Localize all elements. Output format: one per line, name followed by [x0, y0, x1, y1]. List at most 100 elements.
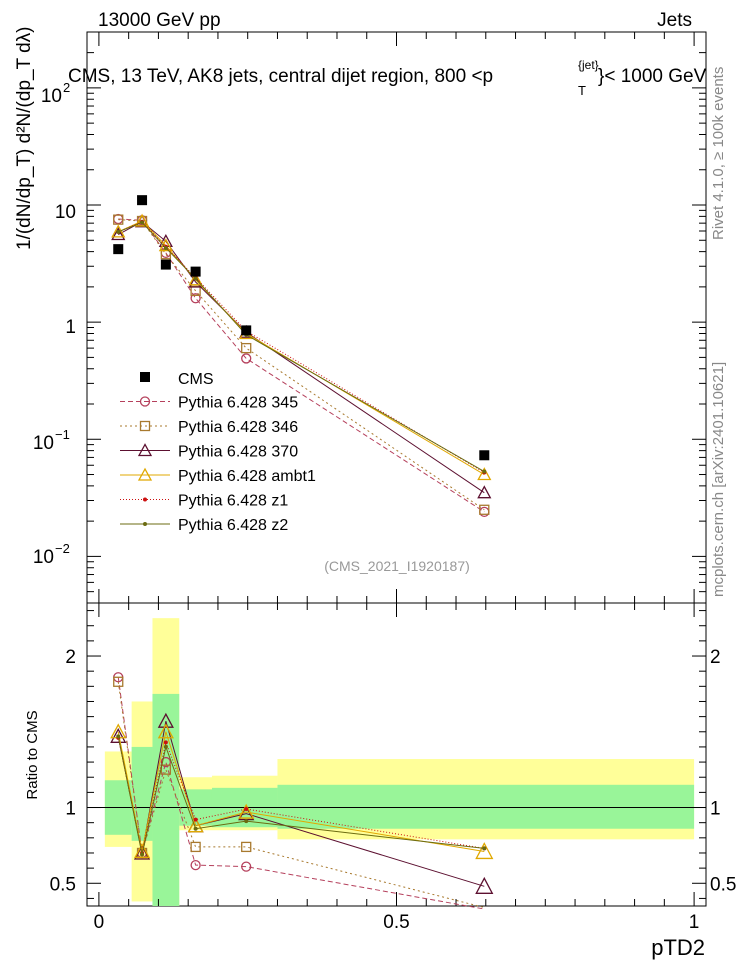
- y-tick-0p01-exp: −2: [55, 541, 70, 556]
- y-tick-100: 10: [41, 86, 62, 107]
- ratio-2-point: [157, 712, 174, 728]
- main-series-group: [111, 213, 492, 518]
- ratio-5-point: [193, 826, 198, 831]
- ratio-plot-frame: [86, 602, 707, 907]
- ratio-uncertainty-bands: [104, 618, 695, 906]
- ratio-y-axis-label: Ratio to CMS: [24, 710, 41, 799]
- ratio-5-point: [244, 819, 249, 824]
- analysis-watermark: (CMS_2021_I1920187): [324, 558, 470, 574]
- legend-cms-marker: [140, 372, 150, 382]
- series-line-2: [118, 221, 485, 494]
- series-0-point: [190, 293, 201, 304]
- cms-point-0: [113, 244, 124, 255]
- legend-marker-5: [143, 522, 147, 526]
- legend-label-0: Pythia 6.428 345: [178, 395, 298, 412]
- legend-marker-3: [137, 467, 153, 481]
- y-tick-100-exp: 2: [63, 80, 70, 95]
- series-5-point: [482, 469, 487, 474]
- plot-title: CMS, 13 TeV, AK8 jets, central dijet reg…: [68, 58, 707, 98]
- series-3-point: [477, 467, 492, 481]
- series-5-point: [140, 220, 145, 225]
- y-tick-0p1: 10: [33, 433, 54, 454]
- ratio-tick-label-right-1: 1: [710, 799, 721, 820]
- cms-point-3: [190, 266, 201, 277]
- series-5-point: [163, 245, 168, 250]
- y-tick-0p01: 10: [33, 547, 54, 568]
- ratio-2-point: [475, 876, 494, 894]
- ratio-tick-label-right-0: 0.5: [710, 874, 736, 895]
- series-3-point: [188, 272, 203, 286]
- legend-cms-label: CMS: [178, 371, 214, 388]
- ratio-0-point: [241, 861, 252, 872]
- y-axis-label-text: 1/(dN/dp_T) d²N/(dp_T dλ): [14, 26, 35, 250]
- series-2-point: [477, 485, 492, 499]
- legend-marker-2: [137, 443, 153, 457]
- ratio-tick-label-left-0: 0.5: [50, 874, 76, 895]
- ratio-tick-label-right-2: 2: [710, 647, 721, 668]
- legend-label-4: Pythia 6.428 z1: [178, 493, 288, 510]
- legend-label-1: Pythia 6.428 346: [178, 419, 298, 436]
- title-sup: {jet}: [578, 58, 599, 72]
- stat-unc-band-5: [277, 784, 695, 829]
- ratio-1-point: [160, 764, 172, 775]
- ratio-tick-label-left-1: 1: [65, 799, 76, 820]
- series-1-point: [479, 504, 490, 515]
- legend-marker-0: [139, 396, 151, 407]
- series-line-1: [118, 219, 485, 511]
- stat-unc-band-2: [152, 693, 180, 906]
- y-tick-0p1-exp: −1: [55, 427, 70, 442]
- rivet-label: Rivet 4.1.0, ≥ 100k events: [710, 67, 727, 240]
- ratio-line-0: [117, 677, 485, 910]
- x-tick-label-0.5: 0.5: [383, 912, 409, 933]
- ratio-4-point: [163, 740, 168, 745]
- cms-point-5: [479, 450, 490, 461]
- ratio-1-point: [241, 841, 252, 853]
- ratio-line-5: [117, 736, 485, 855]
- ratio-5-point: [140, 852, 145, 857]
- mcplots-label: mcplots.cern.ch [arXiv:2401.10621]: [710, 362, 727, 597]
- ratio-5-point: [116, 734, 121, 739]
- series-5-point: [116, 229, 121, 234]
- x-tick-label-1: 1: [689, 912, 700, 933]
- legend-label-2: Pythia 6.428 370: [178, 444, 298, 461]
- title-sub: T: [578, 83, 586, 98]
- ratio-3-point: [238, 803, 255, 819]
- cms-data-points: [113, 195, 490, 461]
- series-3-point: [134, 213, 150, 227]
- series-line-5: [118, 221, 485, 472]
- header-right: Jets: [657, 10, 692, 31]
- ratio-4-point: [244, 807, 249, 812]
- ratio-5-point: [482, 846, 487, 851]
- ratio-2-point: [133, 844, 151, 860]
- series-1-point: [113, 214, 124, 225]
- legend-label-5: Pythia 6.428 z2: [178, 517, 288, 534]
- ratio-3-point: [157, 723, 174, 739]
- ratio-line-1: [117, 681, 485, 908]
- ratio-2-point: [110, 727, 127, 743]
- series-0-point: [241, 353, 252, 364]
- ratio-3-point: [187, 817, 204, 833]
- series-line-3: [118, 220, 485, 475]
- ratio-line-4: [117, 737, 485, 854]
- title-main: CMS, 13 TeV, AK8 jets, central dijet reg…: [68, 66, 493, 87]
- legend-marker-4: [143, 497, 147, 502]
- ratio-4-point: [193, 817, 198, 822]
- ratio-axis-ticks: [87, 603, 706, 906]
- ratio-3-point: [475, 842, 494, 860]
- series-3-point: [111, 224, 126, 238]
- series-2-point: [111, 227, 126, 241]
- ratio-line-3: [117, 731, 485, 852]
- ratio-1-point: [190, 841, 201, 853]
- cms-point-2: [160, 259, 171, 270]
- ratio-tick-label-left-2: 2: [65, 647, 76, 668]
- cms-point-1: [137, 195, 148, 206]
- ratio-0-point: [190, 859, 201, 871]
- header-left: 13000 GeV pp: [98, 10, 221, 31]
- series-5-point: [193, 276, 198, 281]
- ratio-5-point: [163, 744, 168, 749]
- x-axis-label: pTD2: [651, 935, 705, 960]
- series-line-4: [118, 221, 485, 473]
- ratio-series-group: [110, 672, 494, 910]
- series-1-point: [241, 342, 252, 354]
